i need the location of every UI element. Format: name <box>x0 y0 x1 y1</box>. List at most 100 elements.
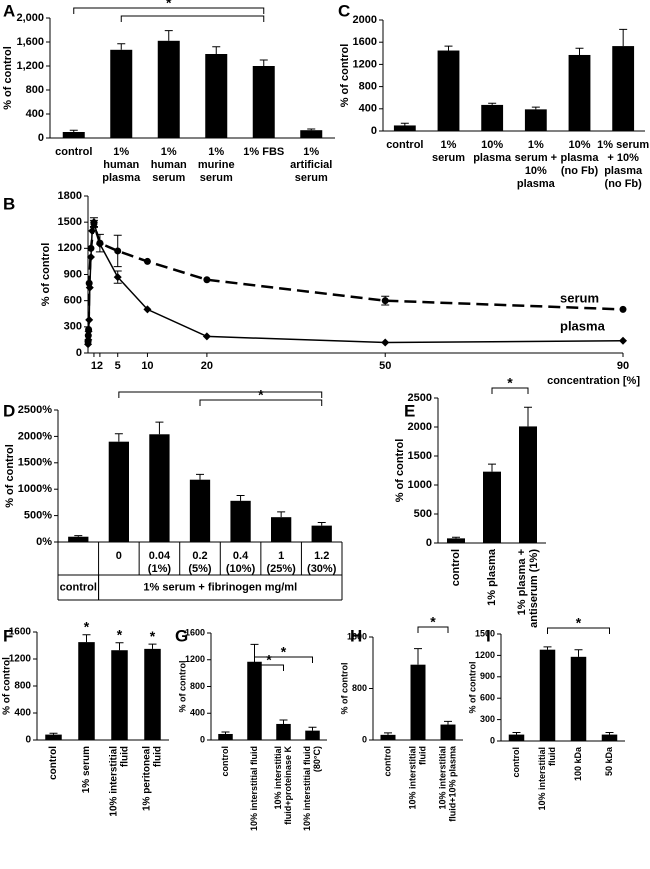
x-tick-label: control <box>220 746 230 777</box>
y-tick-label: 1800 <box>58 190 82 202</box>
y-tick-label: 0 <box>426 537 432 549</box>
error-bar <box>117 43 126 50</box>
x-tick-label: 10% interstitial <box>273 746 283 810</box>
error-bar <box>574 649 583 657</box>
bar <box>247 661 262 740</box>
bar <box>111 650 128 740</box>
x-tick-label: 1% <box>303 146 319 158</box>
y-tick-label: 300 <box>480 714 495 724</box>
bar <box>393 125 416 131</box>
bar <box>189 479 211 542</box>
bar <box>144 648 161 740</box>
significance-bracket <box>547 627 610 634</box>
error-bar <box>74 535 83 537</box>
x-tick-label: (10%) <box>226 563 256 575</box>
error-bar <box>148 643 157 649</box>
y-tick-label: 2500% <box>18 404 52 416</box>
series-line <box>86 223 624 342</box>
panel-letter: F <box>3 626 13 645</box>
point <box>114 247 122 255</box>
point <box>84 327 93 336</box>
point <box>86 253 95 262</box>
bar <box>305 730 320 740</box>
y-tick-label: 2,000 <box>16 12 44 24</box>
x-tick-label: control <box>48 746 59 780</box>
x-tick-label: plasma <box>604 165 643 177</box>
panel-letter: B <box>3 194 15 213</box>
point <box>85 283 94 292</box>
error-bar <box>236 495 245 501</box>
bar <box>524 109 547 131</box>
x-tick-label: plasma <box>517 178 556 190</box>
x-tick-label: serum <box>432 152 465 164</box>
y-tick-label: 1600 <box>353 36 377 48</box>
significance-star: * <box>150 628 156 644</box>
x-tick-label: fluid <box>120 746 131 767</box>
point <box>85 315 94 324</box>
y-tick-label: 1200 <box>9 654 32 665</box>
significance-star: * <box>281 644 287 660</box>
significance-bracket <box>120 15 265 22</box>
x-tick-label: 1 <box>278 550 284 562</box>
x-tick-label: 0.4 <box>233 550 249 562</box>
significance-star: * <box>266 652 272 668</box>
bar <box>481 104 504 131</box>
significance-bracket <box>73 7 265 14</box>
x-tick-label: 0 <box>116 550 122 562</box>
point <box>619 305 627 313</box>
error-bar <box>384 732 392 735</box>
point <box>88 226 97 235</box>
error-bar <box>221 731 230 734</box>
y-tick-label: 1,600 <box>16 36 44 48</box>
error-bar <box>212 46 221 54</box>
x-tick-label: 50 <box>379 360 391 372</box>
y-tick-label: 800 <box>26 84 44 96</box>
error-bar <box>82 634 91 643</box>
panel-letter: I <box>486 626 491 645</box>
error-bar <box>307 128 316 131</box>
series-label: plasma <box>560 318 606 333</box>
error-bar <box>619 28 628 47</box>
y-tick-label: 1500 <box>58 216 82 228</box>
series-label: serum <box>560 290 599 305</box>
x-tick-label: artificial <box>290 159 332 171</box>
y-tick-label: 2500 <box>408 392 432 404</box>
panel-letter: D <box>3 401 15 420</box>
x-tick-label: 10% interstitial <box>407 746 417 810</box>
error-bar <box>277 511 286 518</box>
point <box>89 218 98 227</box>
x-tick-label: plasma <box>561 152 600 164</box>
significance-bracket <box>254 656 313 663</box>
x-tick-label: plasma <box>473 152 512 164</box>
panel-letter: A <box>3 1 15 20</box>
y-tick-label: 0 <box>362 734 367 744</box>
error-bar <box>488 463 496 472</box>
y-tick-label: 900 <box>64 268 82 280</box>
x-tick-label: 10% <box>568 139 590 151</box>
y-tick-label: 2000 <box>408 421 432 433</box>
error-bar <box>452 536 460 539</box>
bar <box>252 66 275 138</box>
y-tick-label: 1500 <box>475 628 495 638</box>
y-tick-label: 0 <box>371 125 377 137</box>
bar <box>570 656 587 741</box>
x-tick-label: 10% interstitial fluid <box>249 746 259 831</box>
significance-bracket <box>491 387 529 394</box>
point <box>143 257 151 265</box>
x-tick-label: 1% plasma + <box>516 549 528 615</box>
x-tick-label: 0.04 <box>149 550 171 562</box>
x-tick-label: (25%) <box>266 563 296 575</box>
bar <box>483 471 501 543</box>
error-bar <box>259 59 268 66</box>
significance-bracket <box>199 399 323 406</box>
x-tick-label: 10% interstitial <box>537 747 547 811</box>
bar <box>508 734 525 741</box>
y-tick-label: 400 <box>359 103 377 115</box>
error-bar <box>414 648 422 665</box>
y-tick-label: 0 <box>76 347 82 359</box>
bar <box>519 426 537 543</box>
y-axis-label: % of control <box>394 439 406 503</box>
x-tick-label: 1.2 <box>314 550 329 562</box>
x-tick-label: 1% <box>208 146 224 158</box>
y-tick-label: 300 <box>64 321 82 333</box>
